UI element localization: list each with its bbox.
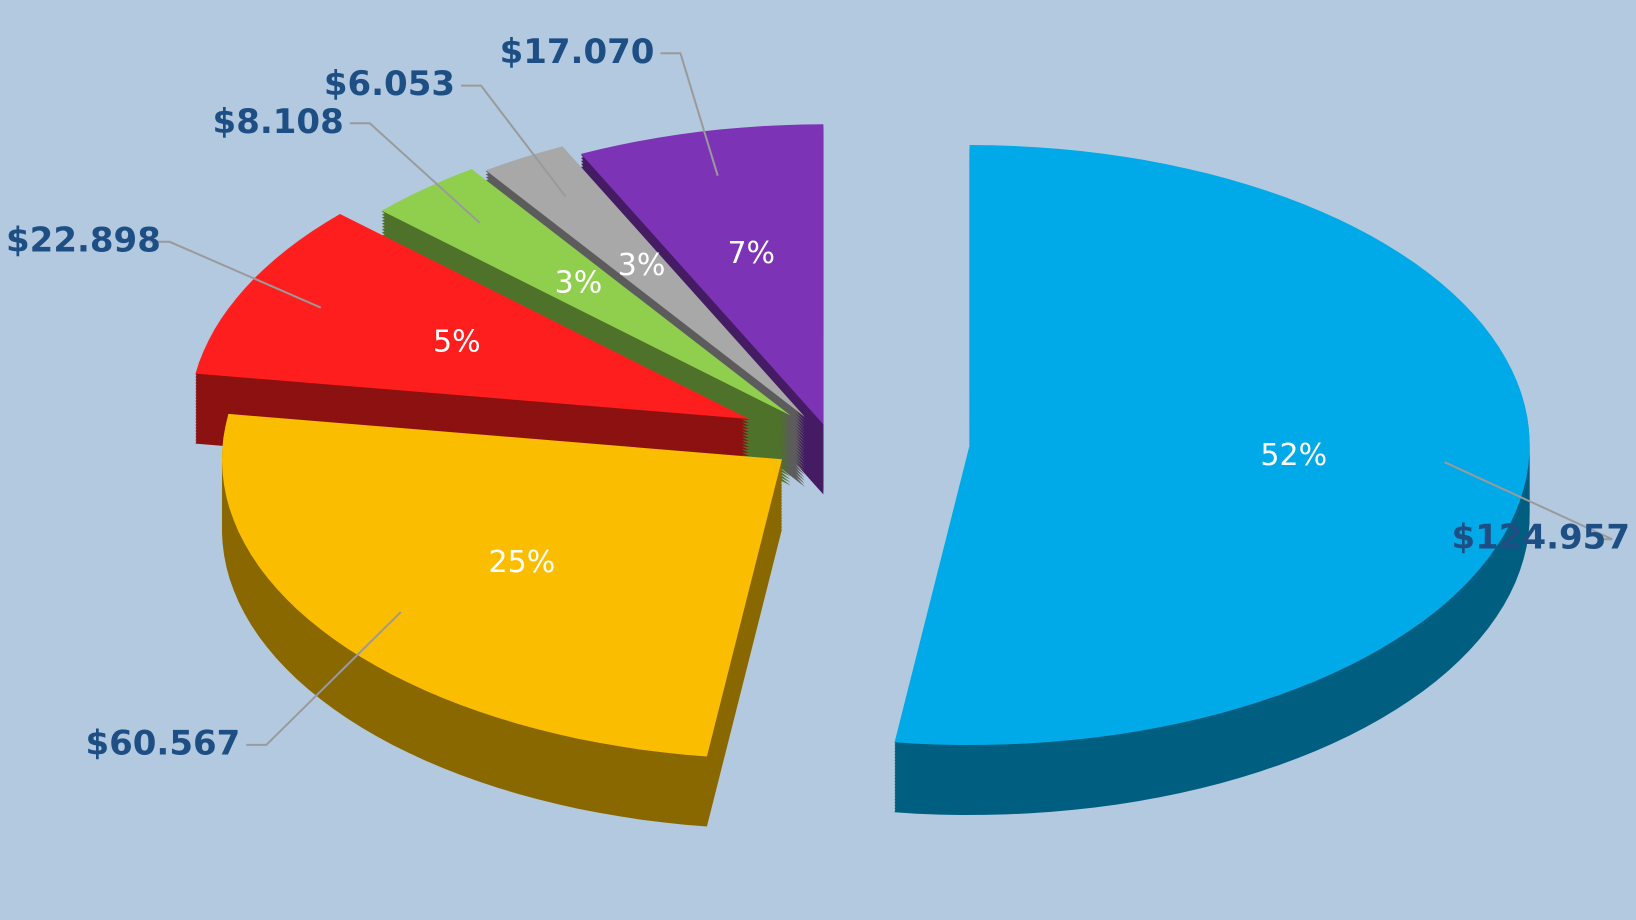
leader-line [1444,461,1613,541]
slice [195,214,750,419]
percent-label: 3% [618,248,666,283]
leader-line [246,611,402,746]
slice [381,169,791,416]
leader-line [149,240,322,309]
leader-line [349,122,481,224]
percent-label: 52% [1260,438,1327,473]
value-label: $124.957 [1451,518,1630,558]
leader-line [660,52,719,176]
percent-label: 5% [433,324,481,359]
slice [222,413,782,757]
percent-label: 7% [727,236,775,271]
value-label: $22.898 [6,220,161,260]
value-label: $17.070 [500,32,655,72]
leader-line [461,84,567,198]
percent-label: 3% [555,266,603,301]
slice [581,124,824,425]
value-label: $60.567 [85,723,240,763]
slice [485,146,805,417]
value-label: $6.053 [324,64,455,104]
slice [894,145,1530,745]
percent-label: 25% [489,545,556,580]
value-label: $8.108 [213,102,344,142]
